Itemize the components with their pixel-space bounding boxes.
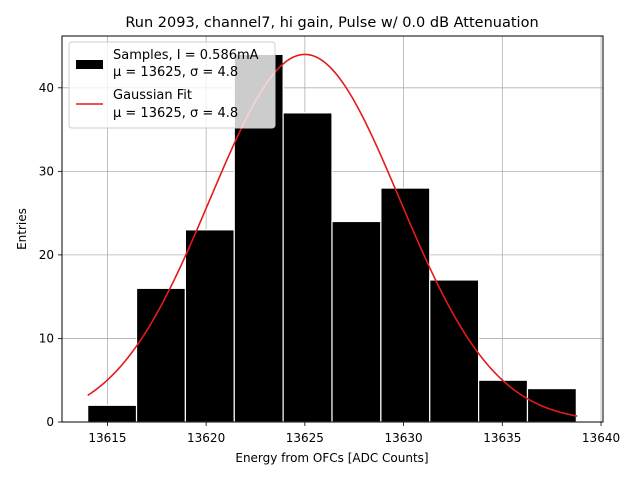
legend-histogram-label: Samples, I = 0.586mA xyxy=(113,48,259,63)
x-tick-label: 13620 xyxy=(187,431,225,445)
y-axis-label: Entries xyxy=(15,208,29,250)
x-tick-label: 13615 xyxy=(88,431,126,445)
legend-fit-stats: μ = 13625, σ = 4.8 xyxy=(113,106,238,121)
x-tick-label: 13635 xyxy=(483,431,521,445)
x-tick-label: 13640 xyxy=(582,431,620,445)
x-tick-label: 13630 xyxy=(384,431,422,445)
y-tick-label: 40 xyxy=(39,81,54,95)
histogram-bar xyxy=(478,379,529,423)
histogram-bar xyxy=(87,404,138,423)
legend-fit-label: Gaussian Fit xyxy=(113,88,192,103)
legend-histogram-stats: μ = 13625, σ = 4.8 xyxy=(113,65,238,80)
histogram-bar xyxy=(526,387,577,423)
x-axis-label: Energy from OFCs [ADC Counts] xyxy=(235,451,428,465)
chart-title: Run 2093, channel7, hi gain, Pulse w/ 0.… xyxy=(125,15,538,31)
histogram-bar xyxy=(184,229,235,423)
histogram-bar xyxy=(380,187,431,423)
histogram-bar xyxy=(282,112,333,423)
legend-histogram-swatch xyxy=(76,60,103,69)
y-axis: 0 10 20 30 40 xyxy=(39,81,62,429)
y-tick-label: 30 xyxy=(39,164,54,178)
fit-curve xyxy=(87,53,578,417)
x-tick-label: 13625 xyxy=(286,431,324,445)
y-tick-label: 10 xyxy=(39,331,54,345)
histogram-bars xyxy=(87,53,577,423)
histogram-bar xyxy=(331,220,382,423)
legend: Samples, I = 0.586mA μ = 13625, σ = 4.8 … xyxy=(68,41,276,129)
plot-frame xyxy=(61,35,604,423)
x-axis: 13615 13620 13625 13630 13635 13640 xyxy=(88,422,620,445)
gaussian-fit xyxy=(87,53,578,417)
y-tick-label: 0 xyxy=(46,415,54,429)
legend-box xyxy=(68,41,276,129)
histogram-bar xyxy=(135,287,187,423)
y-tick-label: 20 xyxy=(39,248,54,262)
histogram-bar xyxy=(429,279,480,423)
